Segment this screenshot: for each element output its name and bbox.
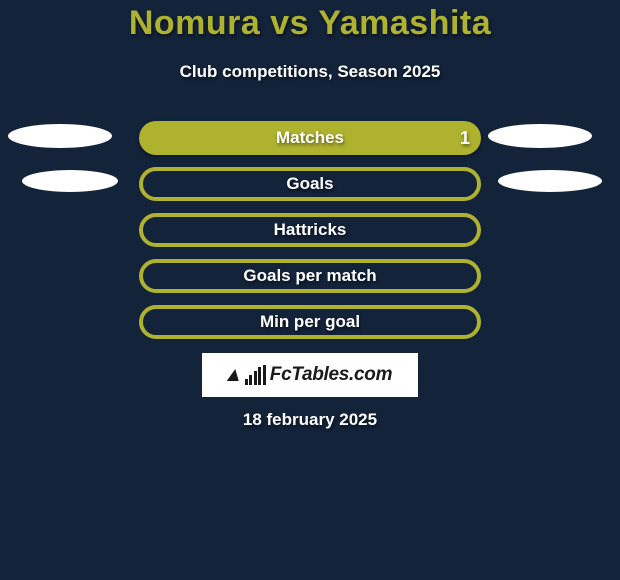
page-title: Nomura vs Yamashita (0, 4, 620, 43)
logo-bars-icon (245, 365, 266, 385)
stat-bar (139, 213, 481, 247)
fctables-logo: FcTables.com (202, 353, 418, 397)
stat-row: Goals (0, 166, 620, 212)
logo-text: FcTables.com (270, 364, 392, 386)
logo-triangle-icon (227, 369, 242, 381)
right-ellipse (498, 170, 602, 192)
left-ellipse (8, 124, 112, 148)
date-label: 18 february 2025 (0, 410, 620, 430)
subtitle: Club competitions, Season 2025 (0, 62, 620, 82)
stat-row: Min per goal (0, 304, 620, 350)
stat-rows: Matches1GoalsHattricksGoals per matchMin… (0, 120, 620, 350)
stat-row: Hattricks (0, 212, 620, 258)
stat-bar (139, 305, 481, 339)
stat-bar (139, 121, 481, 155)
left-ellipse (22, 170, 118, 192)
chart-canvas: Nomura vs Yamashita Club competitions, S… (0, 0, 620, 580)
stat-bar (139, 167, 481, 201)
right-ellipse (488, 124, 592, 148)
stat-row: Matches1 (0, 120, 620, 166)
stat-row: Goals per match (0, 258, 620, 304)
stat-bar (139, 259, 481, 293)
